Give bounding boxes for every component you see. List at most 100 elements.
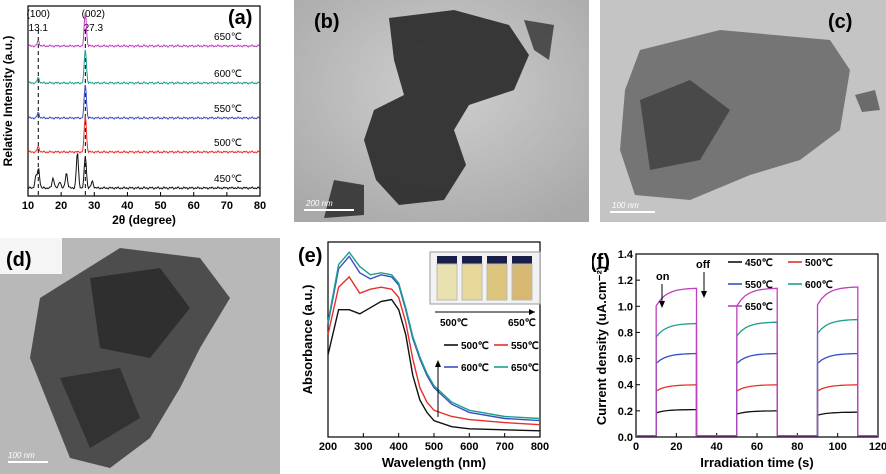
temp-label-2: 550℃ bbox=[214, 104, 242, 115]
inset-right-label: 650℃ bbox=[508, 318, 536, 329]
panel-d-tem: 100 nm (d) bbox=[0, 238, 280, 474]
legend-label-3: 650℃ bbox=[511, 363, 539, 374]
legend-label-4: 650℃ bbox=[745, 302, 773, 313]
tem-image-d: 100 nm (d) bbox=[0, 238, 280, 474]
xrd-series-2 bbox=[27, 84, 260, 120]
panel-label-a: (a) bbox=[228, 7, 252, 29]
x-tick-label-100: 100 bbox=[828, 441, 846, 453]
on-arrow-head bbox=[659, 301, 665, 308]
photocurrent-series-0 bbox=[636, 408, 878, 437]
peak-pos-0: 13.1 bbox=[29, 23, 49, 34]
vial-0 bbox=[436, 263, 458, 301]
x-tick-label-700: 700 bbox=[495, 441, 513, 453]
y-tick-label: 0.4 bbox=[618, 380, 634, 392]
off-label: off bbox=[696, 259, 710, 271]
x-axis-label: Wavelength (nm) bbox=[382, 455, 486, 470]
x-tick-label-500: 500 bbox=[425, 441, 443, 453]
panel-label-e: (e) bbox=[298, 245, 322, 267]
temp-label-0: 650℃ bbox=[214, 32, 242, 43]
vial-cap-0 bbox=[437, 256, 457, 264]
x-tick-label-80: 80 bbox=[791, 441, 803, 453]
photocurrent-chart: 0 20 40 60 80 100 120 0.0 0.2 0.4 0.6 0.8 1.0 1.2 1.4 I… bbox=[592, 249, 886, 470]
off-arrow-head bbox=[701, 291, 707, 298]
xrd-series-3 bbox=[27, 115, 260, 154]
panel-label-f: (f) bbox=[592, 251, 610, 273]
temp-label-3: 500℃ bbox=[214, 138, 242, 149]
x-tick-label-20: 20 bbox=[670, 441, 682, 453]
xrd-series-1 bbox=[27, 49, 260, 85]
xrd-chart: 10 20 30 40 50 60 70 80 2θ (degree) Relative Inte… bbox=[1, 5, 266, 227]
x-tick-label-200: 200 bbox=[319, 441, 337, 453]
abs-series-1 bbox=[327, 275, 541, 426]
panel-label-c: (c) bbox=[828, 11, 852, 33]
peak-pos-1: 27.3 bbox=[84, 23, 104, 34]
x-tick-label-0: 0 bbox=[633, 441, 639, 453]
vial-cap-3 bbox=[512, 256, 532, 264]
y-tick-label: 0.0 bbox=[618, 432, 633, 444]
legend-label-3: 600℃ bbox=[805, 280, 833, 291]
photocurrent-series-4 bbox=[636, 286, 878, 437]
legend-label-2: 550℃ bbox=[745, 280, 773, 291]
x-tick-label-60: 60 bbox=[188, 200, 200, 212]
inset-arrow-head bbox=[529, 309, 535, 315]
x-tick-label-400: 400 bbox=[389, 441, 407, 453]
x-tick-label-300: 300 bbox=[354, 441, 372, 453]
vial-3 bbox=[511, 263, 533, 301]
photocurrent-series-1 bbox=[636, 384, 878, 437]
legend-label-2: 600℃ bbox=[461, 363, 489, 374]
xrd-series-0 bbox=[27, 12, 260, 48]
temp-label-1: 600℃ bbox=[214, 69, 242, 80]
scale-bar-d: 100 nm bbox=[8, 451, 35, 460]
scale-bar-c: 100 nm bbox=[612, 201, 639, 210]
legend-label-0: 500℃ bbox=[461, 341, 489, 352]
panel-e-uvvis: 200 300 400 500 600 700 800 Wavelength (nm) Abso… bbox=[290, 232, 592, 474]
y-axis-label: Relative Intensity (a.u.) bbox=[1, 36, 15, 167]
x-tick-label-120: 120 bbox=[869, 441, 886, 453]
legend-label-0: 450℃ bbox=[745, 258, 773, 269]
photocurrent-series-2 bbox=[636, 352, 878, 437]
x-tick-label-10: 10 bbox=[22, 200, 34, 212]
photocurrent-series-3 bbox=[636, 318, 878, 437]
vial-2 bbox=[486, 263, 508, 301]
on-label: on bbox=[656, 271, 670, 283]
x-tick-label-80: 80 bbox=[254, 200, 266, 212]
x-tick-label-800: 800 bbox=[531, 441, 549, 453]
peak-hkl-1: (002) bbox=[82, 9, 105, 20]
y-axis-label: Absorbance (a.u.) bbox=[300, 285, 315, 395]
legend-label-1: 550℃ bbox=[511, 341, 539, 352]
x-tick-label-40: 40 bbox=[711, 441, 723, 453]
tem-image-b: 200 nm (b) bbox=[294, 0, 589, 222]
y-tick-label: 0.6 bbox=[618, 354, 633, 366]
x-axis-label: 2θ (degree) bbox=[112, 213, 176, 227]
x-tick-label-60: 60 bbox=[751, 441, 763, 453]
panel-f-photocurrent: 0 20 40 60 80 100 120 0.0 0.2 0.4 0.6 0.8 1.0 1.2 1.4 I… bbox=[592, 232, 886, 474]
inset-left-label: 500℃ bbox=[440, 318, 468, 329]
panel-b-tem: 200 nm (b) bbox=[294, 0, 589, 222]
x-axis-label: Irradiation time (s) bbox=[700, 455, 813, 470]
xrd-series-4 bbox=[27, 153, 260, 190]
scale-bar-b: 200 nm bbox=[305, 199, 333, 208]
panel-label-b: (b) bbox=[314, 11, 340, 33]
y-tick-label: 1.2 bbox=[618, 275, 633, 287]
vial-1 bbox=[461, 263, 483, 301]
x-tick-label-600: 600 bbox=[460, 441, 478, 453]
abs-series-0 bbox=[327, 298, 541, 432]
x-tick-label-30: 30 bbox=[88, 200, 100, 212]
x-tick-label-20: 20 bbox=[55, 200, 67, 212]
panel-label-d: (d) bbox=[6, 249, 32, 271]
vial-cap-1 bbox=[462, 256, 482, 264]
y-tick-label: 1.4 bbox=[618, 249, 634, 261]
x-tick-label-40: 40 bbox=[121, 200, 133, 212]
x-tick-label-50: 50 bbox=[154, 200, 166, 212]
y-axis-label: Current density (uA.cm⁻²) bbox=[594, 266, 609, 425]
trend-arrow-head bbox=[435, 360, 441, 367]
abs-series-3 bbox=[327, 251, 541, 420]
y-tick-label: 1.0 bbox=[618, 301, 633, 313]
temp-label-4: 450℃ bbox=[214, 174, 242, 185]
inset-vials-photo bbox=[429, 251, 541, 305]
panel-a-xrd: 10 20 30 40 50 60 70 80 2θ (degree) Relative Inte… bbox=[0, 0, 290, 232]
panel-c-tem: 100 nm (c) bbox=[600, 0, 886, 222]
y-tick-label: 0.8 bbox=[618, 327, 633, 339]
legend-label-1: 500℃ bbox=[805, 258, 833, 269]
absorbance-chart: 200 300 400 500 600 700 800 Wavelength (nm) Abso… bbox=[298, 241, 549, 470]
